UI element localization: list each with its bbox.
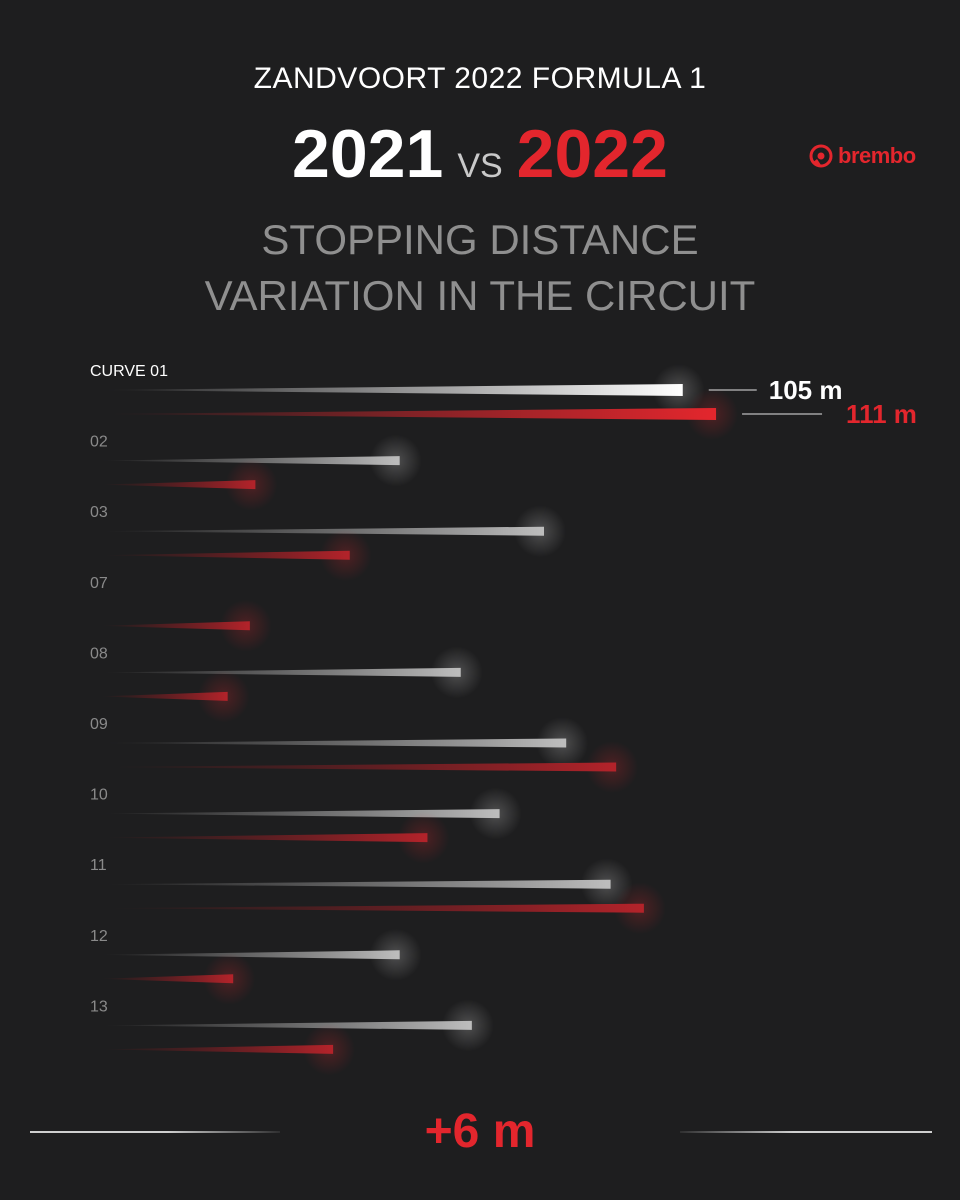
category-label: CURVE 01	[90, 363, 168, 380]
category-label: 09	[90, 716, 108, 733]
bar-2022	[100, 1044, 334, 1054]
bar-2022	[100, 621, 250, 631]
category-label: 07	[90, 575, 108, 592]
bar-2021	[100, 738, 567, 748]
bar-2021	[100, 879, 611, 889]
category-label: 11	[90, 857, 107, 874]
years-comparison: 2021 VS 2022	[0, 118, 960, 202]
brembo-wordmark: brembo	[838, 143, 916, 168]
footer-divider-right	[680, 1131, 932, 1133]
bar-2021	[100, 667, 461, 677]
bar-2021	[100, 526, 544, 536]
category-label: 10	[90, 787, 108, 804]
bar-2022	[100, 903, 644, 913]
value-label-2021: 105 m	[769, 375, 843, 405]
bar-2022	[100, 833, 428, 843]
category-label: 02	[90, 434, 108, 451]
value-label-2022: 111 m	[846, 399, 917, 429]
heading-line-1: STOPPING DISTANCE	[261, 216, 699, 263]
bar-2022	[100, 974, 234, 984]
bar-2021	[100, 950, 400, 960]
bar-2021	[100, 1020, 472, 1030]
chart-heading: STOPPING DISTANCE VARIATION IN THE CIRCU…	[0, 212, 960, 324]
bar-2021	[100, 809, 500, 819]
bar-2021	[100, 384, 683, 396]
vs-label: VS	[457, 147, 503, 185]
category-label: 12	[90, 928, 108, 945]
category-label: 03	[90, 504, 108, 521]
bar-2022	[100, 762, 617, 772]
footer-divider-left	[30, 1131, 280, 1133]
event-title: ZANDVOORT 2022 FORMULA 1	[253, 62, 707, 95]
bar-2022	[100, 550, 350, 560]
brembo-logo: brembo	[808, 142, 916, 170]
bar-2022	[100, 691, 228, 701]
brembo-caliper-icon	[809, 144, 833, 168]
bar-2022	[100, 480, 256, 490]
category-label: 08	[90, 645, 108, 662]
distance-difference: +6 m	[424, 1105, 536, 1158]
year-2022: 2022	[516, 116, 668, 192]
bar-2022	[100, 408, 717, 420]
year-2021: 2021	[292, 116, 444, 192]
category-label: 13	[90, 998, 108, 1015]
heading-line-2: VARIATION IN THE CIRCUIT	[204, 272, 756, 319]
